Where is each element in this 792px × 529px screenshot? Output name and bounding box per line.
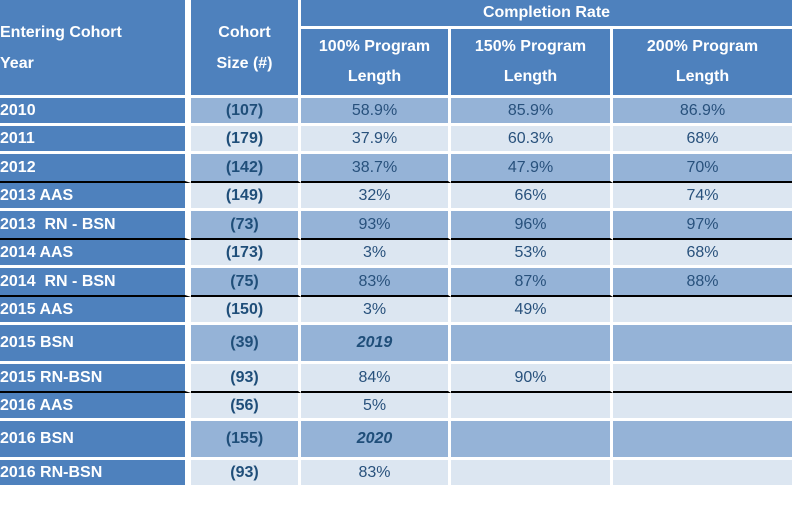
header-cohort-size: Cohort Size (#) [191, 0, 301, 98]
table-row: 2014 RN - BSN (75) 83% 87% 88% [0, 268, 792, 297]
completion-100-cell: 84% [301, 364, 451, 393]
row-label-cell: 2011 [0, 126, 191, 154]
completion-150-cell: 60.3% [451, 126, 613, 154]
completion-200-cell: 88% [613, 268, 792, 297]
header-line: Cohort [218, 23, 271, 41]
row-label-cell: 2010 [0, 98, 191, 126]
cohort-size-cell: (73) [191, 211, 301, 240]
table-row: 2013 AAS (149) 32% 66% 74% [0, 183, 792, 211]
header-100-program-length: 100% Program Length [301, 29, 451, 98]
completion-200-cell [613, 325, 792, 364]
table-row: 2012 (142) 38.7% 47.9% 70% [0, 154, 792, 183]
completion-200-cell: 86.9% [613, 98, 792, 126]
completion-200-cell [613, 297, 792, 325]
cohort-size-cell: (93) [191, 364, 301, 393]
cohort-size-cell: (39) [191, 325, 301, 364]
completion-100-cell: 58.9% [301, 98, 451, 126]
table-row: 2013 RN - BSN (73) 93% 96% 97% [0, 211, 792, 240]
completion-100-cell: 2020 [301, 421, 451, 460]
header-line: Length [347, 68, 402, 85]
header-line: Year [0, 54, 34, 72]
cohort-size-cell: (179) [191, 126, 301, 154]
completion-100-cell: 5% [301, 393, 451, 421]
table-row: 2016 RN-BSN (93) 83% [0, 460, 792, 488]
completion-150-cell: 90% [451, 364, 613, 393]
row-label-cell: 2014 AAS [0, 240, 191, 268]
table-row: 2015 AAS (150) 3% 49% [0, 297, 792, 325]
row-label-cell: 2014 RN - BSN [0, 268, 191, 297]
table-row: 2014 AAS (173) 3% 53% 68% [0, 240, 792, 268]
header-line: Length [675, 68, 730, 85]
completion-150-cell [451, 325, 613, 364]
completion-200-cell: 97% [613, 211, 792, 240]
row-label-cell: 2013 RN - BSN [0, 211, 191, 240]
cohort-size-cell: (155) [191, 421, 301, 460]
completion-150-cell: 53% [451, 240, 613, 268]
table-row: 2015 RN-BSN (93) 84% 90% [0, 364, 792, 393]
completion-200-cell [613, 364, 792, 393]
header-row-top: Entering Cohort Year Cohort Size (#) Com… [0, 0, 792, 98]
header-line: 150% Program [474, 38, 587, 55]
table-row: 2016 BSN (155) 2020 [0, 421, 792, 460]
header-line: Size (#) [216, 54, 273, 72]
cohort-size-cell: (93) [191, 460, 301, 488]
completion-100-cell: 93% [301, 211, 451, 240]
header-line: Entering Cohort [0, 23, 122, 41]
completion-100-cell: 3% [301, 297, 451, 325]
header-line: Length [503, 68, 558, 85]
completion-100-cell: 37.9% [301, 126, 451, 154]
table-row: 2011 (179) 37.9% 60.3% 68% [0, 126, 792, 154]
table-body: 2010 (107) 58.9% 85.9% 86.9% 2011 (179) 37.9% 60… [0, 98, 792, 488]
completion-100-cell: 83% [301, 268, 451, 297]
cohort-size-cell: (150) [191, 297, 301, 325]
table-row: 2016 AAS (56) 5% [0, 393, 792, 421]
completion-100-cell: 3% [301, 240, 451, 268]
table-row: 2010 (107) 58.9% 85.9% 86.9% [0, 98, 792, 126]
completion-rate-table: Entering Cohort Year Cohort Size (#) Com… [0, 0, 792, 488]
cohort-size-cell: (149) [191, 183, 301, 211]
completion-150-cell [451, 421, 613, 460]
completion-150-cell: 66% [451, 183, 613, 211]
row-label-cell: 2015 RN-BSN [0, 364, 191, 393]
header-completion-rate: Completion Rate [301, 0, 792, 29]
row-label-cell: 2016 RN-BSN [0, 460, 191, 488]
row-label-cell: 2012 [0, 154, 191, 183]
row-label-cell: 2013 AAS [0, 183, 191, 211]
completion-200-cell [613, 421, 792, 460]
completion-200-cell: 74% [613, 183, 792, 211]
completion-200-cell: 68% [613, 240, 792, 268]
header-row-sub: 100% Program Length 150% Program Length … [0, 29, 792, 98]
cohort-size-cell: (173) [191, 240, 301, 268]
completion-150-cell: 96% [451, 211, 613, 240]
row-label-cell: 2016 AAS [0, 393, 191, 421]
header-line: 200% Program [646, 38, 759, 55]
completion-200-cell [613, 393, 792, 421]
completion-150-cell: 85.9% [451, 98, 613, 126]
completion-100-cell: 83% [301, 460, 451, 488]
row-label-cell: 2015 AAS [0, 297, 191, 325]
table-row: 2015 BSN (39) 2019 [0, 325, 792, 364]
completion-150-cell [451, 393, 613, 421]
header-entering-cohort-year: Entering Cohort Year [0, 0, 191, 98]
completion-100-cell: 38.7% [301, 154, 451, 183]
cohort-size-cell: (142) [191, 154, 301, 183]
completion-150-cell: 47.9% [451, 154, 613, 183]
cohort-size-cell: (107) [191, 98, 301, 126]
cohort-size-cell: (56) [191, 393, 301, 421]
completion-150-cell: 49% [451, 297, 613, 325]
header-line: 100% Program [318, 38, 431, 55]
completion-200-cell: 68% [613, 126, 792, 154]
row-label-cell: 2016 BSN [0, 421, 191, 460]
completion-150-cell: 87% [451, 268, 613, 297]
header-150-program-length: 150% Program Length [451, 29, 613, 98]
row-label-cell: 2015 BSN [0, 325, 191, 364]
completion-150-cell [451, 460, 613, 488]
completion-100-cell: 32% [301, 183, 451, 211]
cohort-size-cell: (75) [191, 268, 301, 297]
completion-100-cell: 2019 [301, 325, 451, 364]
header-200-program-length: 200% Program Length [613, 29, 792, 98]
completion-200-cell [613, 460, 792, 488]
completion-200-cell: 70% [613, 154, 792, 183]
